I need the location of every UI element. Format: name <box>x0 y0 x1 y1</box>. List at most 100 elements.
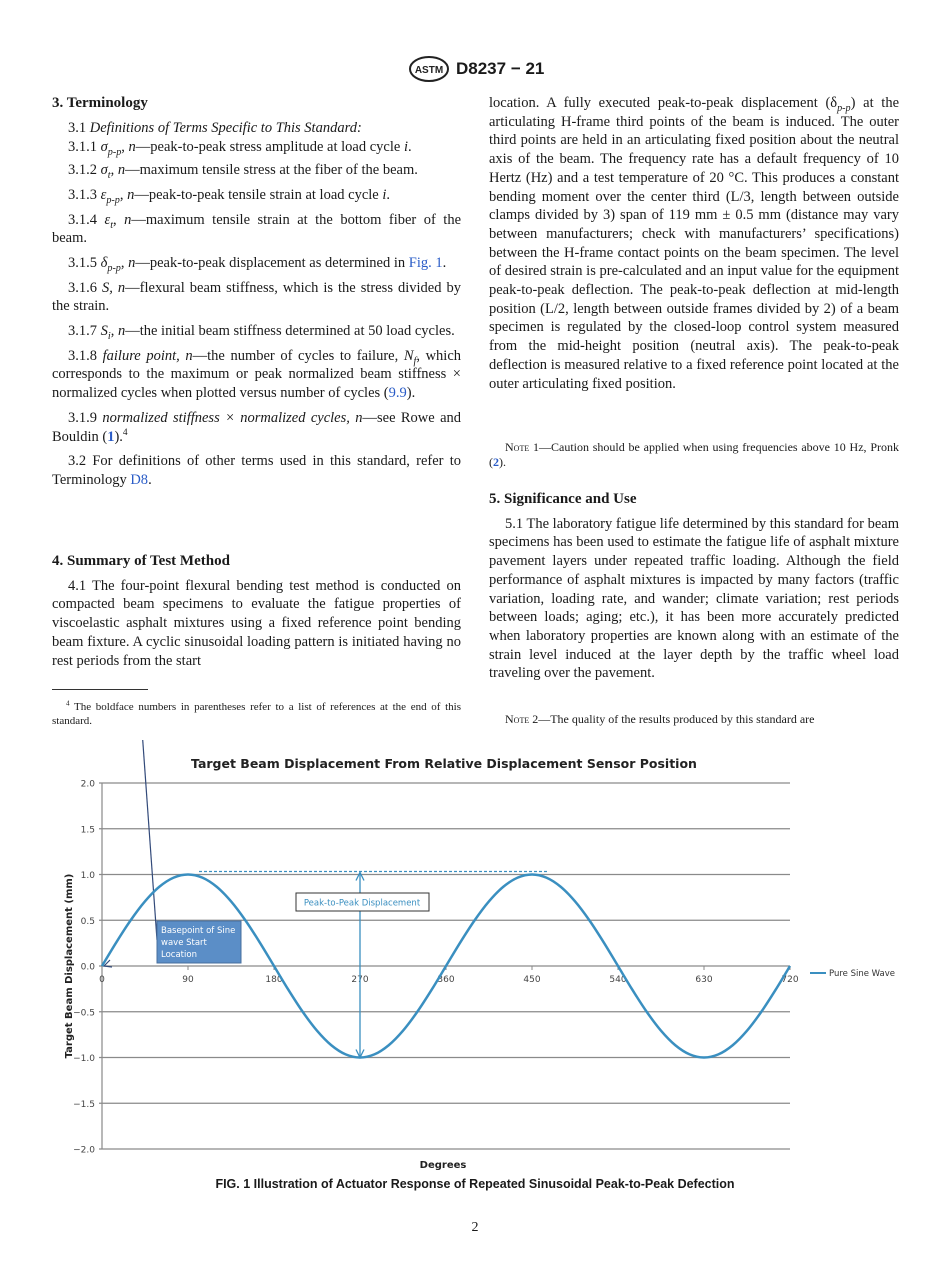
astm-logo-icon: ASTM <box>409 56 449 82</box>
summary-heading: 4. Summary of Test Method <box>52 553 230 569</box>
text-run: 3.1.1 <box>68 139 101 156</box>
figure-caption: FIG. 1 Illustration of Actuator Response… <box>215 1177 735 1191</box>
annotations: Peak-to-Peak Displacement Basepoint of Si… <box>102 740 549 1059</box>
series-line-pure-sine-wave <box>100 873 792 1059</box>
text-run: —see Rowe and Bouldin ( <box>52 409 462 445</box>
text-run: Note <box>505 440 530 454</box>
y-tick-label: 2.0 <box>81 780 96 790</box>
term-definition: 3.1.7 Si, n—the initial beam stiffness d… <box>52 322 461 341</box>
text-run: n <box>128 139 136 156</box>
text-run: 4.1 The four-point flexural bending test… <box>52 577 461 669</box>
text-run: 4 <box>66 699 70 708</box>
text-run: 3.1.9 <box>68 409 103 426</box>
y-tick-label: −0.5 <box>73 1008 95 1018</box>
summary-section: 4. Summary of Test Method 4.1 The four-p… <box>52 552 461 676</box>
method-paragraph: location. A fully executed peak-to-peak … <box>489 94 899 393</box>
text-run: 3.1.4 <box>68 211 105 228</box>
term-definition: 3.1.9 normalized stiffness × normalized … <box>52 409 461 446</box>
basepoint-label-line: wave Start <box>161 938 208 948</box>
text-run: 3.1.3 <box>68 186 101 203</box>
reference-link[interactable]: 2 <box>493 455 499 469</box>
x-tick-label: 540 <box>609 975 626 985</box>
reference-link[interactable]: 1 <box>107 428 115 445</box>
significance-section: 5. Significance and Use 5.1 The laborato… <box>489 490 899 689</box>
text-run: Definitions of Terms Specific to This St… <box>89 119 362 136</box>
text-run: ). <box>499 455 506 469</box>
text-run: p-p <box>837 102 851 114</box>
text-run: 3.1.6 <box>68 279 103 296</box>
significance-paragraph: 5.1 The laboratory fatigue life determin… <box>489 515 899 683</box>
x-axis-label: Degrees <box>420 1160 467 1171</box>
term-definition: 3.1.6 S, n—flexural beam stiffness, whic… <box>52 279 461 316</box>
text-run: The boldface numbers in parentheses refe… <box>52 701 461 727</box>
text-run: . <box>386 186 391 203</box>
text-run: n <box>117 323 126 340</box>
text-run: —maximum tensile strain at the bottom fi… <box>52 211 462 247</box>
text-run: i <box>403 139 408 156</box>
text-run: , <box>113 211 125 228</box>
text-run: t <box>107 170 111 181</box>
term-definition: 3.1 Definitions of Terms Specific to Thi… <box>52 119 461 138</box>
text-run: 3.1 <box>68 119 90 136</box>
text-run: . <box>407 139 412 156</box>
y-tick-labels: 2.0 1.5 1.0 0.5 0.0 −0.5 −1.0 −1.5 −2.0 <box>73 780 95 1156</box>
text-run: 2—The quality of the results produced by… <box>529 712 815 726</box>
text-run: , <box>121 139 129 156</box>
x-tick-label: 630 <box>695 975 712 985</box>
reference-link[interactable]: 9.9 <box>388 385 407 402</box>
text-run: , <box>119 186 128 203</box>
y-tick-label: −1.5 <box>73 1100 95 1110</box>
text-run: , which corresponds to the maximum or pe… <box>52 347 462 402</box>
text-run: i <box>107 330 111 342</box>
text-run: n <box>117 162 126 179</box>
summary-paragraph: 4.1 The four-point flexural bending test… <box>52 577 461 671</box>
term-definition: 3.2 For definitions of other terms used … <box>52 452 461 489</box>
text-run: ). <box>406 385 416 402</box>
text-run: ). <box>114 428 123 445</box>
text-run: 4 <box>122 427 128 438</box>
text-run: 3.1.7 <box>68 323 101 340</box>
method-continued: location. A fully executed peak-to-peak … <box>489 94 899 399</box>
text-run: S <box>100 323 108 340</box>
peak-to-peak-label-box <box>295 892 430 912</box>
svg-text:ASTM: ASTM <box>415 65 443 76</box>
reference-link[interactable]: Fig. 1 <box>408 254 443 271</box>
peak-to-peak-label: Peak-to-Peak Displacement <box>304 899 421 909</box>
text-run: Note <box>505 712 530 726</box>
x-tick-label: 180 <box>265 975 282 985</box>
y-tick-label: −2.0 <box>73 1146 95 1156</box>
x-tick-label: 720 <box>781 975 798 985</box>
reference-link[interactable]: D8 <box>130 471 149 488</box>
text-run: location. A fully executed peak-to-peak … <box>489 95 838 111</box>
text-run: . <box>442 254 447 271</box>
text-run: —peak-to-peak tensile strain at load cyc… <box>134 186 383 203</box>
text-run: n <box>128 254 136 271</box>
note-2: Note 2—The quality of the results produc… <box>489 712 899 733</box>
text-run: 3.2 For definitions of other terms used … <box>52 453 461 488</box>
text-run: t <box>110 219 114 231</box>
sine-wave-chart: Target Beam Displacement From Relative D… <box>64 740 895 1171</box>
text-run: . <box>148 471 152 488</box>
basepoint-label-line: Basepoint of Sine <box>161 926 235 936</box>
text-run: i <box>382 186 387 203</box>
text-run: δ <box>100 254 108 271</box>
term-definition: 3.1.5 δp-p, n—peak-to-peak displacement … <box>52 254 461 273</box>
terminology-heading: 3. Terminology <box>52 95 148 111</box>
text-run: ) at the articulating H-frame third poin… <box>489 95 899 392</box>
y-tick-label: 0.0 <box>81 963 96 973</box>
text-run: n <box>127 186 135 203</box>
note-1-text: Note 1—Caution should be applied when us… <box>489 440 899 470</box>
x-tick-label: 0 <box>99 975 105 985</box>
text-run: σ <box>100 162 108 179</box>
text-run: f <box>413 355 417 367</box>
text-run: —peak-to-peak displacement as determined… <box>135 254 409 271</box>
text-run: —peak-to-peak stress amplitude at load c… <box>135 139 404 156</box>
text-run: , <box>110 162 118 179</box>
footnote-section: 4 The boldface numbers in parentheses re… <box>52 700 461 734</box>
term-definition: 3.1.3 εp-p, n—peak-to-peak tensile strai… <box>52 186 461 205</box>
text-run: 3.1.5 <box>68 254 101 271</box>
y-tick-label: 1.0 <box>81 871 96 881</box>
chart-title: Target Beam Displacement From Relative D… <box>191 756 697 771</box>
x-tick-label: 90 <box>182 975 194 985</box>
